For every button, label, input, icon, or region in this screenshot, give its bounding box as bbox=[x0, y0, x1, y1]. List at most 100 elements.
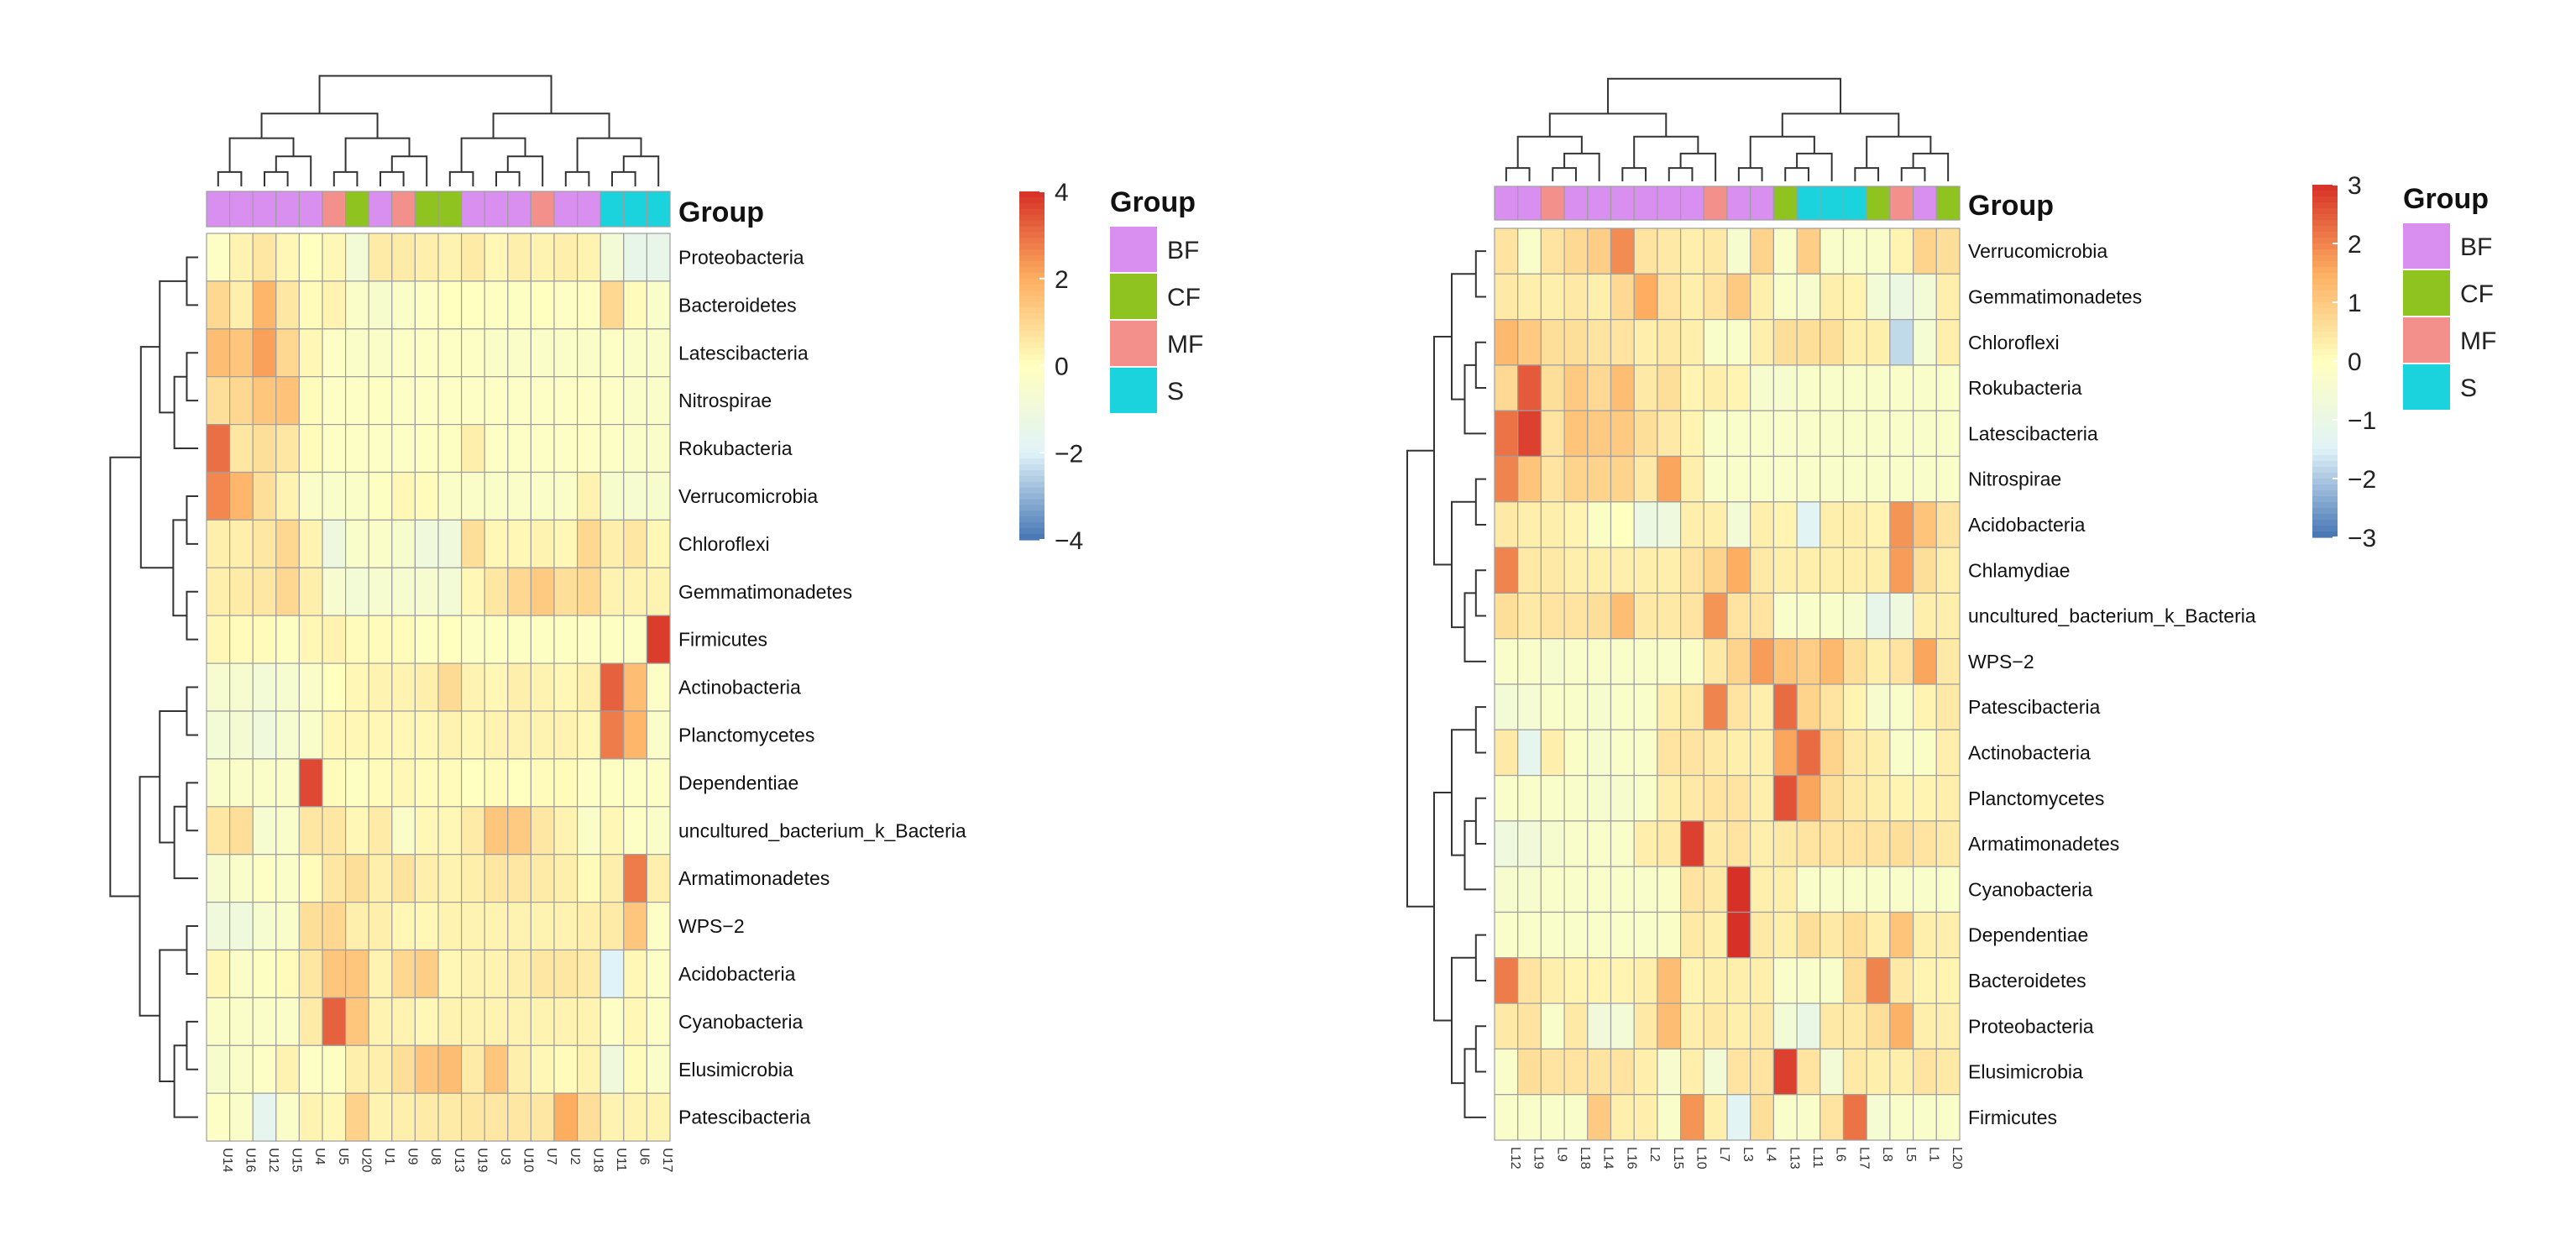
heatmap-cell bbox=[1772, 866, 1798, 913]
heatmap-cell bbox=[460, 997, 485, 1046]
color-scale-segment bbox=[1019, 249, 1045, 256]
heatmap-cell bbox=[1913, 273, 1937, 321]
heatmap-cell bbox=[298, 710, 323, 760]
heatmap-cell bbox=[1750, 547, 1774, 594]
heatmap-cell bbox=[1633, 1094, 1658, 1141]
heatmap-cell bbox=[275, 233, 300, 282]
heatmap-cell bbox=[1633, 957, 1658, 1004]
heatmap-cell bbox=[391, 1044, 416, 1094]
color-scale-segment bbox=[2312, 296, 2338, 303]
heatmap-cell bbox=[507, 806, 531, 856]
heatmap-cell bbox=[576, 901, 601, 951]
heatmap-cell bbox=[252, 376, 277, 426]
heatmap-cell bbox=[1703, 364, 1728, 411]
color-scale-segment bbox=[1019, 336, 1045, 343]
heatmap-cell bbox=[623, 901, 647, 951]
heatmap-cell bbox=[599, 424, 625, 474]
group-annotation-cell bbox=[1540, 186, 1565, 221]
heatmap-cell bbox=[1913, 729, 1937, 777]
heatmap-cell bbox=[1540, 729, 1565, 777]
heatmap-cell bbox=[1610, 1002, 1635, 1049]
heatmap-cell bbox=[1517, 1002, 1542, 1049]
heatmap-cell bbox=[298, 280, 323, 330]
heatmap-cell bbox=[298, 328, 323, 378]
heatmap-cell bbox=[1517, 1048, 1542, 1096]
color-scale-segment bbox=[2312, 490, 2338, 497]
column-dendrogram-branch bbox=[1607, 77, 1842, 114]
heatmap-cell bbox=[322, 806, 347, 856]
heatmap-cell bbox=[1540, 410, 1565, 458]
heatmap-cell bbox=[1750, 455, 1774, 503]
heatmap-cell bbox=[1703, 592, 1728, 640]
heatmap-cell bbox=[1610, 729, 1635, 777]
heatmap-cell bbox=[1796, 501, 1821, 548]
heatmap-cell bbox=[1796, 364, 1821, 411]
heatmap-cell bbox=[345, 949, 369, 999]
column-label: L13 bbox=[1787, 1147, 1801, 1170]
heatmap-cell bbox=[345, 233, 369, 282]
heatmap-cell bbox=[1517, 911, 1542, 959]
color-scale-segment bbox=[1019, 359, 1045, 367]
heatmap-cell bbox=[1935, 957, 1961, 1004]
color-scale-segment bbox=[2312, 185, 2338, 191]
heatmap-cell bbox=[507, 519, 531, 568]
heatmap-cell bbox=[1726, 364, 1751, 411]
color-scale-segment bbox=[2312, 191, 2338, 197]
heatmap-cell bbox=[1750, 957, 1774, 1004]
heatmap-cell bbox=[1587, 228, 1612, 275]
heatmap-cell bbox=[1796, 547, 1821, 594]
heatmap-cell bbox=[1726, 866, 1751, 913]
column-dendrogram-branch bbox=[1737, 167, 1763, 181]
heatmap-cell bbox=[1563, 319, 1589, 366]
heatmap-cell bbox=[345, 424, 369, 474]
heatmap-cell bbox=[460, 901, 485, 951]
heatmap-cell bbox=[1587, 273, 1612, 321]
heatmap-cell bbox=[414, 424, 439, 474]
heatmap-cell bbox=[1866, 364, 1891, 411]
heatmap-cell bbox=[1935, 774, 1961, 822]
heatmap-cell bbox=[507, 1044, 531, 1094]
color-scale-tick-label: −3 bbox=[2348, 525, 2376, 552]
heatmap-cell bbox=[1587, 455, 1612, 503]
row-dendrogram-branch bbox=[186, 590, 198, 641]
heatmap-cell bbox=[345, 758, 369, 808]
heatmap-cell bbox=[1750, 273, 1774, 321]
heatmap-cell bbox=[298, 615, 323, 664]
heatmap-cell bbox=[1889, 410, 1914, 458]
heatmap-cell bbox=[1935, 592, 1961, 640]
column-dendrogram-branch bbox=[576, 137, 642, 172]
heatmap-cell bbox=[1679, 228, 1704, 275]
heatmap-cell bbox=[1540, 228, 1565, 275]
color-scale-tick-label: −1 bbox=[2348, 407, 2376, 435]
heatmap-cell bbox=[599, 328, 625, 378]
heatmap-cell bbox=[646, 997, 671, 1046]
heatmap-cell bbox=[1703, 1002, 1728, 1049]
heatmap-cell bbox=[623, 949, 647, 999]
legend-entry-label: MF bbox=[1167, 331, 1203, 358]
heatmap-cell bbox=[275, 710, 300, 760]
legend-entry-label: BF bbox=[2460, 233, 2492, 261]
color-scale-tick-label: 3 bbox=[2348, 172, 2362, 200]
color-scale-segment bbox=[1019, 365, 1045, 373]
heatmap-cell bbox=[507, 1092, 531, 1142]
heatmap-cell bbox=[1610, 1094, 1635, 1141]
heatmap-cell bbox=[1866, 820, 1891, 867]
heatmap-cell bbox=[484, 901, 509, 951]
row-dendrogram-branch bbox=[186, 352, 198, 402]
heatmap-cell bbox=[507, 997, 531, 1046]
heatmap-cell bbox=[206, 519, 231, 568]
heatmap-cell bbox=[1610, 820, 1635, 867]
heatmap-cell bbox=[1819, 273, 1845, 321]
heatmap-cell bbox=[1842, 592, 1867, 640]
heatmap-cell bbox=[1750, 683, 1774, 730]
heatmap-cell bbox=[1679, 547, 1704, 594]
color-scale-segment bbox=[1019, 487, 1045, 495]
heatmap-cell bbox=[1913, 1094, 1937, 1141]
heatmap-cell bbox=[1913, 364, 1937, 411]
row-label: Latescibacteria bbox=[678, 342, 809, 364]
column-dendrogram-branch bbox=[260, 113, 379, 139]
row-dendrogram-branch bbox=[139, 346, 174, 569]
heatmap-cell bbox=[1726, 501, 1751, 548]
heatmap-cell bbox=[576, 471, 601, 521]
heatmap-cell bbox=[252, 854, 277, 903]
